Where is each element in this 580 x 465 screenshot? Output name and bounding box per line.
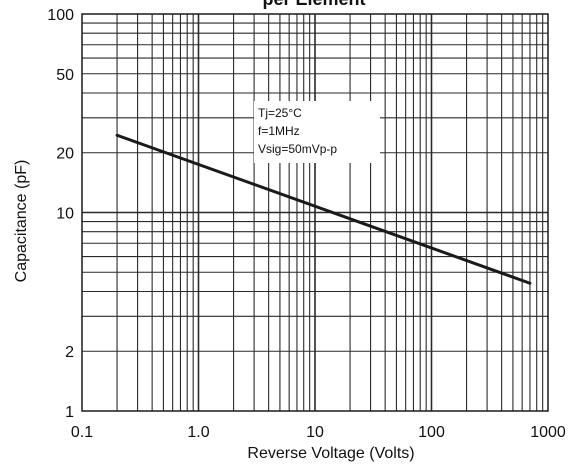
x-tick-label: 1000 bbox=[530, 424, 566, 441]
x-tick-labels: 0.1 1.0 10 100 1000 bbox=[71, 424, 566, 441]
y-tick-label: 100 bbox=[47, 7, 74, 24]
condition-box: Tj=25°C f=1MHz Vsig=50mVp-p bbox=[254, 101, 380, 163]
y-tick-label: 10 bbox=[56, 206, 74, 223]
x-tick-label: 100 bbox=[418, 424, 445, 441]
y-tick-label: 20 bbox=[56, 146, 74, 163]
condition-box-bg bbox=[254, 101, 380, 163]
capacitance-curve bbox=[115, 133, 532, 285]
y-tick-labels: 1 2 10 20 50 100 bbox=[47, 7, 74, 421]
grid bbox=[82, 14, 548, 411]
annotation-temperature: Tj=25°C bbox=[258, 106, 302, 120]
series-layer bbox=[115, 133, 532, 285]
annotation-signal: Vsig=50mVp-p bbox=[258, 142, 337, 156]
y-tick-label: 2 bbox=[65, 344, 74, 361]
x-tick-label: 10 bbox=[306, 424, 324, 441]
x-tick-label: 1.0 bbox=[187, 424, 209, 441]
x-tick-label: 0.1 bbox=[71, 424, 93, 441]
y-axis-title: Capacitance (pF) bbox=[13, 160, 30, 283]
y-tick-label: 1 bbox=[65, 404, 74, 421]
y-tick-label: 50 bbox=[56, 67, 74, 84]
plot-frame bbox=[81, 13, 549, 412]
x-axis-title: Reverse Voltage (Volts) bbox=[247, 445, 414, 462]
annotation-frequency: f=1MHz bbox=[258, 124, 300, 138]
chart-title: per Element bbox=[262, 0, 365, 9]
